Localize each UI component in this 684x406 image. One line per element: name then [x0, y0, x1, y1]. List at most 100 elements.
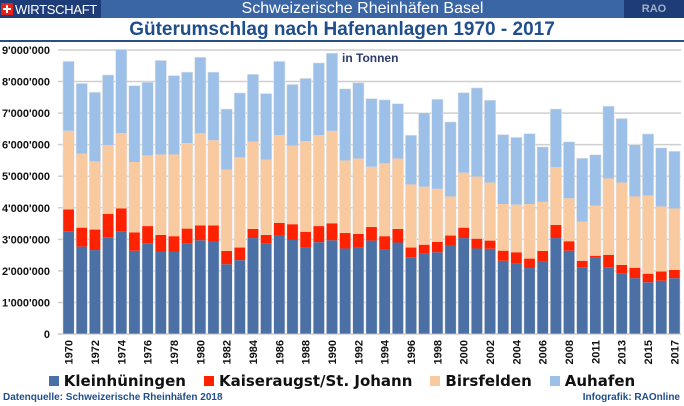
bar-segment-kaiseraugst-st-johann: [76, 227, 88, 247]
x-tick-label: 1974: [116, 339, 128, 364]
bar-stack-1992: [352, 82, 365, 335]
bar-outline: [405, 134, 417, 335]
bar-segment-birsfelden: [458, 172, 470, 228]
bar-outline: [497, 134, 510, 335]
bar-segment-auhafen: [194, 57, 206, 134]
bar-segment-auhafen: [431, 99, 444, 189]
bar-segment-auhafen: [655, 147, 667, 207]
bar-segment-kaiseraugst-st-johann: [392, 228, 404, 243]
x-tick-label: 1970: [64, 340, 76, 364]
bar-segment-birsfelden: [392, 158, 404, 229]
bar-segment-kleinh-ningen: [642, 282, 654, 334]
x-tick-label: 1988: [301, 340, 313, 364]
bar-segment-kleinh-ningen: [668, 278, 681, 334]
bar-segment-kaiseraugst-st-johann: [576, 260, 588, 268]
bar-segment-kaiseraugst-st-johann: [194, 225, 206, 241]
bar-segment-birsfelden: [339, 160, 351, 234]
bar-segment-birsfelden: [220, 169, 233, 252]
y-tick-label: 2'000'000: [2, 266, 50, 278]
bar-segment-kaiseraugst-st-johann: [352, 233, 364, 248]
bar-stack-1987: [286, 84, 299, 335]
bar-stack-2017: [668, 150, 681, 335]
bar-stack-1996: [405, 134, 417, 335]
bar-segment-kleinh-ningen: [102, 237, 114, 334]
bar-stack-1977: [154, 60, 167, 335]
bar-segment-auhafen: [458, 92, 470, 173]
bar-segment-birsfelden: [510, 204, 523, 253]
bar-segment-kleinh-ningen: [352, 247, 364, 334]
bar-segment-kaiseraugst-st-johann: [155, 234, 167, 252]
bar-stack-2013: [615, 118, 628, 335]
brand-logo[interactable]: RAO: [624, 0, 684, 18]
bar-outline: [576, 157, 589, 335]
footer: Datenquelle: Schweizerische Rheinhäfen 2…: [0, 392, 684, 406]
bar-segment-kaiseraugst-st-johann: [102, 213, 114, 238]
bar-segment-auhafen: [339, 88, 351, 161]
x-tick-label: 2006: [538, 340, 550, 364]
bar-outline: [549, 108, 562, 335]
bar-segment-kleinh-ningen: [537, 261, 549, 334]
bar-segment-auhafen: [141, 82, 154, 156]
bar-segment-kleinh-ningen: [273, 235, 285, 334]
bar-segment-kaiseraugst-st-johann: [458, 227, 470, 239]
bar-segment-birsfelden: [115, 132, 127, 209]
bar-segment-kleinh-ningen: [128, 250, 141, 334]
y-axis-ticks: 0 1'000'000 2'000'000 3'000'000 4'000'000 5'0…: [2, 45, 50, 341]
y-tick-label: 6'000'000: [2, 140, 50, 152]
bar-segment-auhafen: [207, 72, 220, 141]
bar-segment-auhafen: [299, 78, 312, 142]
bar-segment-kleinh-ningen: [115, 231, 127, 334]
bar-segment-birsfelden: [616, 182, 628, 265]
bar-outline: [102, 74, 115, 335]
bar-segment-birsfelden: [589, 205, 602, 256]
bar-segment-kleinh-ningen: [155, 251, 167, 334]
legend-swatch-icon: [430, 376, 441, 386]
bar-stack-1994: [378, 99, 391, 335]
bar-outline: [88, 91, 101, 335]
bar-segment-kaiseraugst-st-johann: [168, 236, 180, 252]
bar-segment-kleinh-ningen: [510, 263, 523, 334]
bar-outline: [470, 87, 483, 335]
bar-outline: [668, 150, 681, 335]
bar-outline: [141, 81, 154, 335]
bar-segment-birsfelden: [181, 143, 193, 229]
bar-segment-birsfelden: [537, 201, 549, 252]
bar-stack-2015: [642, 133, 655, 335]
bar-segment-kleinh-ningen: [431, 252, 444, 334]
legend-label: Kleinhüningen: [63, 372, 186, 390]
bar-segment-kleinh-ningen: [89, 250, 101, 334]
x-tick-label: 1982: [222, 340, 234, 364]
bar-segment-kaiseraugst-st-johann: [299, 231, 312, 248]
bar-segment-auhafen: [392, 103, 404, 159]
legend-swatch-icon: [203, 376, 214, 386]
bar-segment-kaiseraugst-st-johann: [523, 258, 536, 269]
x-tick-label: 1984: [248, 339, 260, 364]
legend-swatch-icon: [549, 376, 560, 386]
bar-segment-birsfelden: [668, 208, 681, 270]
bar-segment-auhafen: [484, 100, 496, 183]
bar-segment-kaiseraugst-st-johann: [365, 227, 378, 241]
bar-segment-birsfelden: [141, 155, 154, 227]
bar-outline: [312, 62, 325, 335]
bar-outline: [75, 83, 88, 335]
bar-segment-kleinh-ningen: [326, 240, 338, 334]
bar-segment-kaiseraugst-st-johann: [128, 232, 141, 251]
bar-outline: [536, 146, 549, 335]
bar-segment-auhafen: [220, 109, 233, 170]
bar-outline: [378, 99, 391, 335]
bar-outline: [457, 92, 470, 335]
bar-segment-auhafen: [444, 121, 457, 197]
x-tick-label: 1996: [406, 340, 418, 364]
y-tick-label: 9'000'000: [2, 45, 50, 57]
x-tick-label: 2017: [669, 340, 681, 364]
legend-label: Kaiseraugst/St. Johann: [218, 372, 413, 390]
bar-outline: [365, 98, 378, 335]
bar-stack-1970: [62, 61, 75, 335]
infographic-credit: Infografik: RAOnline: [582, 392, 680, 403]
bar-segment-kleinh-ningen: [76, 246, 88, 334]
bar-segment-birsfelden: [629, 196, 641, 268]
bar-stack-2016: [655, 147, 668, 335]
title-divider: [0, 40, 684, 42]
bar-segment-auhafen: [286, 84, 299, 146]
section-badge[interactable]: WIRTSCHAFT: [0, 0, 101, 18]
